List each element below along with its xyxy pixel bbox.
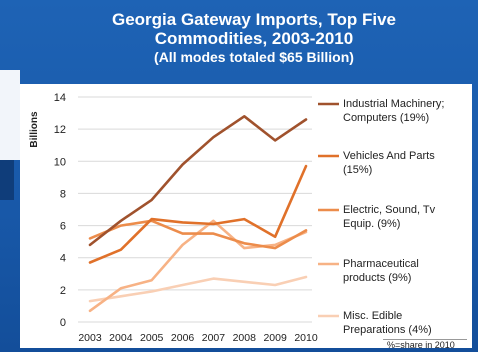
- series-line: [88, 115, 308, 247]
- x-tick-label: 2008: [233, 332, 257, 344]
- y-tick-label: 4: [60, 253, 66, 265]
- legend-label-line: (15%): [343, 164, 373, 176]
- chart-title-line2: Commodities, 2003-2010: [154, 29, 354, 48]
- legend-label-line: Pharmaceutical: [343, 258, 419, 270]
- legend-label: Pharmaceutical products (9%): [343, 257, 419, 285]
- x-tick-label: 2004: [109, 332, 133, 344]
- legend-label: Electric, Sound, Tv Equip. (9%): [343, 203, 435, 231]
- left-accent-strip: [0, 70, 20, 160]
- x-tick-label: 2005: [140, 332, 164, 344]
- x-tick-label: 2007: [202, 332, 226, 344]
- plot-panel: [20, 84, 472, 348]
- legend-label-line: Preparations (4%): [343, 324, 432, 336]
- legend-label: Industrial Machinery; Computers (19%): [343, 97, 445, 125]
- left-accent-strip-dark: [0, 160, 14, 200]
- note-divider: [383, 339, 467, 340]
- legend-label-line: Misc. Edible: [343, 310, 403, 322]
- legend-label: Vehicles And Parts (15%): [343, 149, 435, 177]
- legend-label: Misc. Edible Preparations (4%): [343, 309, 432, 337]
- y-tick-label: 10: [54, 156, 66, 168]
- y-tick-label: 14: [54, 92, 66, 104]
- y-tick-label: 8: [60, 188, 66, 200]
- y-tick-label: 6: [60, 221, 66, 233]
- series-line: [88, 164, 308, 264]
- legend-label-line: Vehicles And Parts: [343, 150, 435, 162]
- chart-header: Georgia Gateway Imports, Top Five Commod…: [30, 10, 478, 66]
- share-note: %=share in 2010: [387, 340, 455, 350]
- series-line: [88, 219, 308, 250]
- x-tick-label: 2006: [171, 332, 195, 344]
- y-tick-label: 0: [60, 317, 66, 329]
- chart-subtitle: (All modes totaled $65 Billion): [154, 49, 354, 65]
- y-tick-label: 12: [54, 124, 66, 136]
- x-tick-label: 2003: [78, 332, 102, 344]
- chart-title-line1: Georgia Gateway Imports, Top Five: [111, 10, 397, 29]
- legend-label-line: Electric, Sound, Tv: [343, 204, 436, 216]
- series-line: [88, 275, 308, 303]
- legend-label-line: Industrial Machinery;: [343, 98, 445, 110]
- x-tick-label: 2010: [294, 332, 318, 344]
- y-axis-label: Billions: [29, 111, 40, 148]
- legend-label-line: Equip. (9%): [343, 218, 401, 230]
- legend-label-line: products (9%): [343, 272, 412, 284]
- x-tick-label: 2009: [263, 332, 287, 344]
- legend-label-line: Computers (19%): [343, 112, 430, 124]
- y-tick-label: 2: [60, 285, 66, 297]
